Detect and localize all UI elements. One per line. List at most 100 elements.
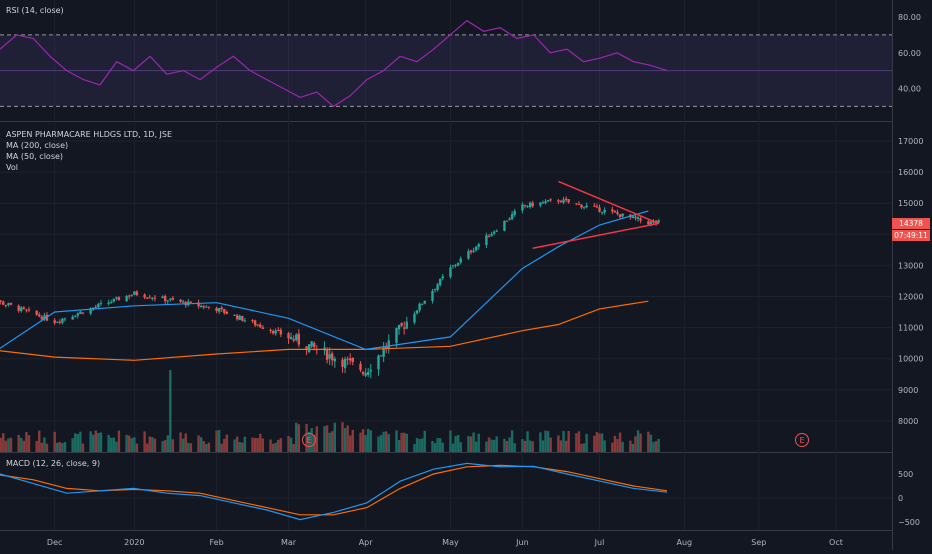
ma-layer	[0, 210, 649, 361]
candle-body	[189, 301, 193, 303]
candle-body	[349, 358, 352, 361]
candle-body	[35, 310, 38, 315]
candle-body	[331, 353, 334, 361]
candle-body	[631, 216, 635, 218]
volume-bar	[577, 431, 581, 452]
candle-body	[415, 310, 419, 314]
candle-body	[639, 218, 642, 221]
candle-body	[179, 299, 182, 302]
volume-bar	[251, 437, 254, 452]
volume-bar	[549, 437, 552, 452]
volume-bar	[76, 433, 79, 452]
candle-body	[557, 200, 560, 202]
candle-body	[81, 312, 85, 314]
macd-label: MACD (12, 26, close, 9)	[6, 459, 101, 468]
candle-body	[94, 306, 97, 308]
volume-bar	[63, 442, 67, 452]
volume-bar	[289, 437, 293, 452]
volume-bar	[117, 430, 121, 452]
candle-body	[99, 303, 103, 305]
volume-bar	[197, 435, 200, 452]
price-tick-label: 16000	[898, 168, 923, 177]
volume-bar	[395, 430, 398, 452]
candle-body	[526, 206, 529, 208]
volume-bar	[115, 441, 118, 452]
candle-body	[562, 199, 565, 203]
volume-bar	[634, 436, 637, 452]
candle-body	[539, 202, 542, 206]
volume-bar	[307, 431, 311, 452]
volume-bar	[528, 440, 532, 452]
volume-bar	[603, 440, 606, 452]
candle-body	[145, 297, 149, 299]
volume-bar	[277, 439, 280, 452]
candle-body	[508, 218, 511, 220]
rsi-tick-label: 80.00	[898, 13, 921, 22]
candle-body	[305, 346, 308, 350]
macd-legend[interactable]: MACD (12, 26, close, 9)	[6, 458, 100, 469]
volume-bar	[505, 441, 509, 452]
indicator-vol-label: Vol	[6, 163, 18, 172]
volume-bar	[562, 430, 565, 452]
volume-bar	[513, 443, 516, 452]
macd-tick-label: 500	[898, 470, 913, 479]
candle-body	[63, 318, 67, 320]
candle-body	[307, 344, 311, 353]
earnings-marker-label: E	[799, 436, 804, 445]
volume-bar	[621, 441, 624, 452]
candle-body	[17, 305, 20, 311]
volume-bar	[161, 441, 164, 452]
volume-bar	[361, 429, 365, 452]
triangle-upper-line	[558, 180, 659, 225]
price-tick-label: 8000	[898, 417, 918, 426]
volume-bar	[215, 430, 218, 452]
volume-bar	[261, 438, 265, 452]
candle-body	[97, 304, 100, 308]
candle-body	[400, 323, 403, 326]
volume-bar	[315, 426, 319, 452]
volume-bar	[305, 423, 308, 452]
candle-body	[575, 203, 578, 205]
rsi-legend[interactable]: RSI (14, close)	[6, 5, 64, 16]
volume-bar	[274, 442, 277, 452]
candle-body	[115, 297, 118, 299]
volume-bar	[593, 435, 596, 452]
volume-bar	[564, 440, 568, 452]
candle-body	[207, 306, 211, 308]
macd-line	[0, 462, 668, 521]
candle-body	[361, 371, 365, 374]
earnings-marker[interactable]: E	[795, 433, 809, 447]
volume-bar	[436, 437, 439, 452]
candle-body	[420, 303, 424, 305]
main-legend[interactable]: ASPEN PHARMACARE HLDGS LTD, 1D, JSE MA (…	[6, 129, 172, 173]
candle-body	[171, 297, 175, 300]
candle-body	[43, 315, 46, 320]
candle-body	[56, 321, 59, 323]
volume-bar	[325, 425, 329, 452]
trendline-layer[interactable]	[532, 180, 659, 250]
candle-body	[472, 250, 475, 252]
candle-body	[310, 341, 313, 347]
candle-body	[225, 311, 229, 314]
volume-bar	[474, 441, 478, 452]
earnings-marker[interactable]: E	[302, 433, 316, 447]
candle-body	[71, 316, 74, 320]
candle-body	[477, 244, 480, 247]
candle-body	[205, 306, 208, 308]
volume-bar	[35, 440, 38, 452]
time-tick-label: Jul	[594, 538, 605, 547]
volume-bar	[205, 443, 208, 452]
indicator-ma50-label: MA (50, close)	[6, 152, 64, 161]
volume-bar	[184, 433, 187, 452]
volume-bar	[654, 441, 658, 452]
volume-bar	[367, 428, 370, 452]
volume-bar	[151, 437, 154, 452]
volume-bar	[331, 431, 334, 452]
candle-body	[595, 206, 599, 208]
volume-bar	[585, 433, 588, 452]
volume-bar	[415, 437, 419, 452]
candle-body	[58, 321, 62, 323]
